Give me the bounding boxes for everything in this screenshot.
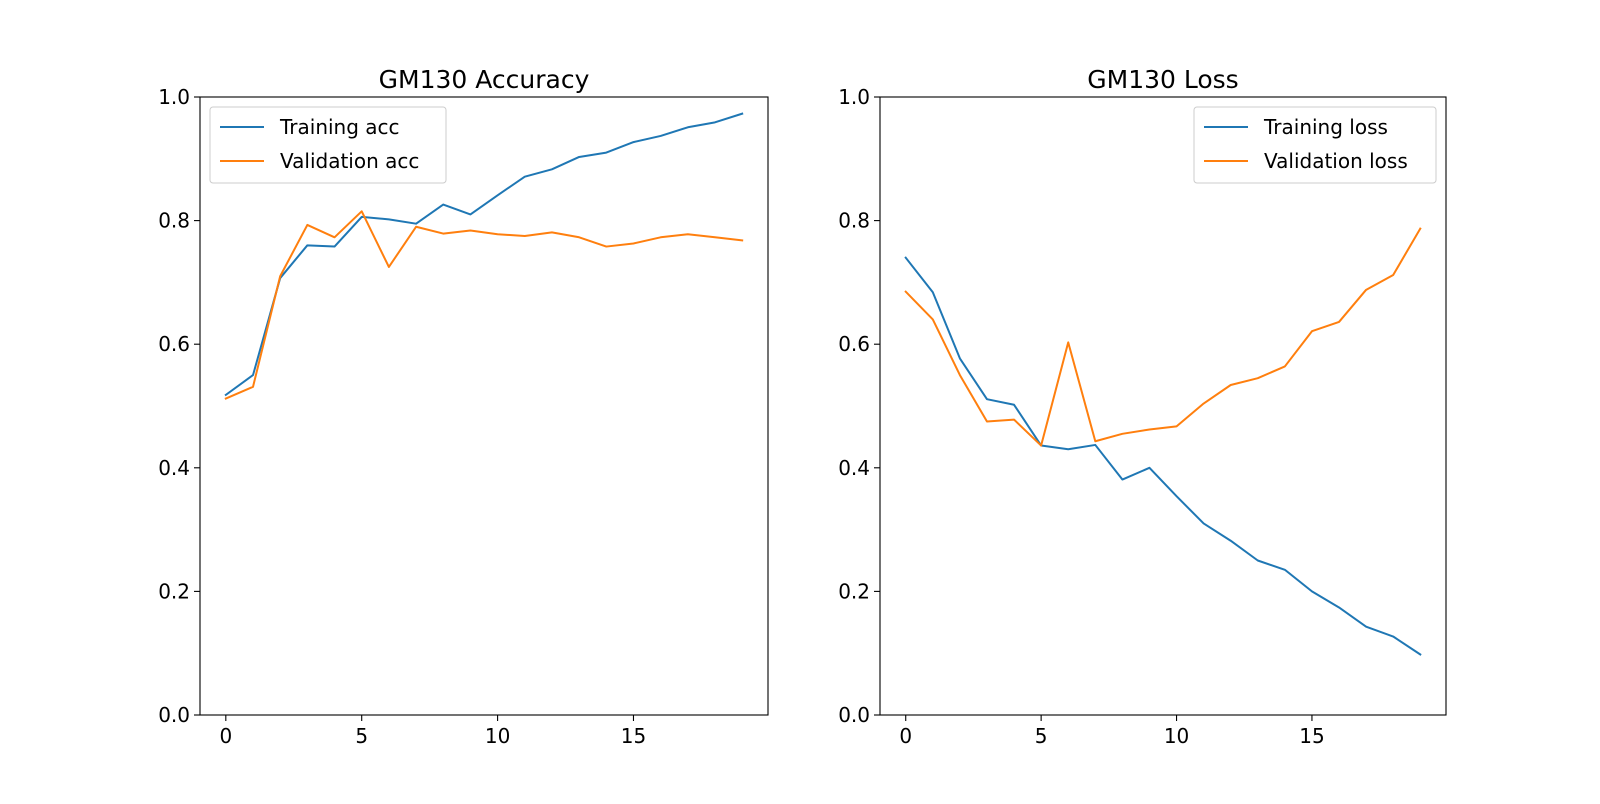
accuracy-y-tick-label: 0.6 (158, 332, 190, 356)
loss-y-tick-label: 1.0 (838, 85, 870, 109)
loss-y-tick-label: 0.4 (838, 456, 870, 480)
accuracy-legend-label: Training acc (279, 115, 400, 139)
accuracy-x-tick-label: 0 (219, 724, 232, 748)
loss-y-tick-label: 0.6 (838, 332, 870, 356)
accuracy-y-tick-label: 0.2 (158, 579, 190, 603)
accuracy-x-tick-label: 10 (485, 724, 510, 748)
loss-x-tick-label: 15 (1299, 724, 1324, 748)
loss-x-tick-label: 0 (899, 724, 912, 748)
accuracy-chart: 0 5 10 15 0.0 0.2 0.4 0.6 0.8 1.0 GM130 Accuracy Tr… (158, 65, 769, 748)
accuracy-y-tick-label: 0.8 (158, 209, 190, 233)
loss-legend: Training loss Validation loss (1193, 106, 1437, 184)
loss-legend-label: Training loss (1263, 115, 1388, 139)
loss-x-tick-label: 5 (1035, 724, 1048, 748)
accuracy-y-tick-label: 0.4 (158, 456, 190, 480)
loss-training-loss-line (904, 256, 1422, 656)
accuracy-chart-title: GM130 Accuracy (379, 65, 590, 94)
accuracy-training-acc-line (224, 112, 744, 397)
loss-y-tick-label: 0.0 (838, 703, 870, 727)
loss-validation-loss-line (904, 227, 1422, 447)
accuracy-y-tick-label: 0.0 (158, 703, 190, 727)
accuracy-axes-frame (199, 96, 769, 716)
loss-chart: 0 5 10 15 0.0 0.2 0.4 0.6 0.8 1.0 GM130 Loss Traini… (838, 65, 1447, 748)
loss-y-tick-label: 0.2 (838, 579, 870, 603)
accuracy-x-tick-label: 5 (355, 724, 368, 748)
loss-legend-box (1193, 106, 1437, 184)
loss-axes-frame (879, 96, 1447, 716)
accuracy-y-tick-label: 1.0 (158, 85, 190, 109)
loss-y-tick-label: 0.8 (838, 209, 870, 233)
loss-chart-title: GM130 Loss (1087, 65, 1238, 94)
loss-legend-label: Validation loss (1264, 149, 1408, 173)
accuracy-legend-label: Validation acc (280, 149, 419, 173)
accuracy-legend-box (209, 106, 447, 184)
accuracy-legend: Training acc Validation acc (209, 106, 447, 184)
accuracy-validation-acc-line (224, 210, 744, 400)
loss-x-tick-label: 10 (1164, 724, 1189, 748)
accuracy-x-tick-label: 15 (621, 724, 646, 748)
